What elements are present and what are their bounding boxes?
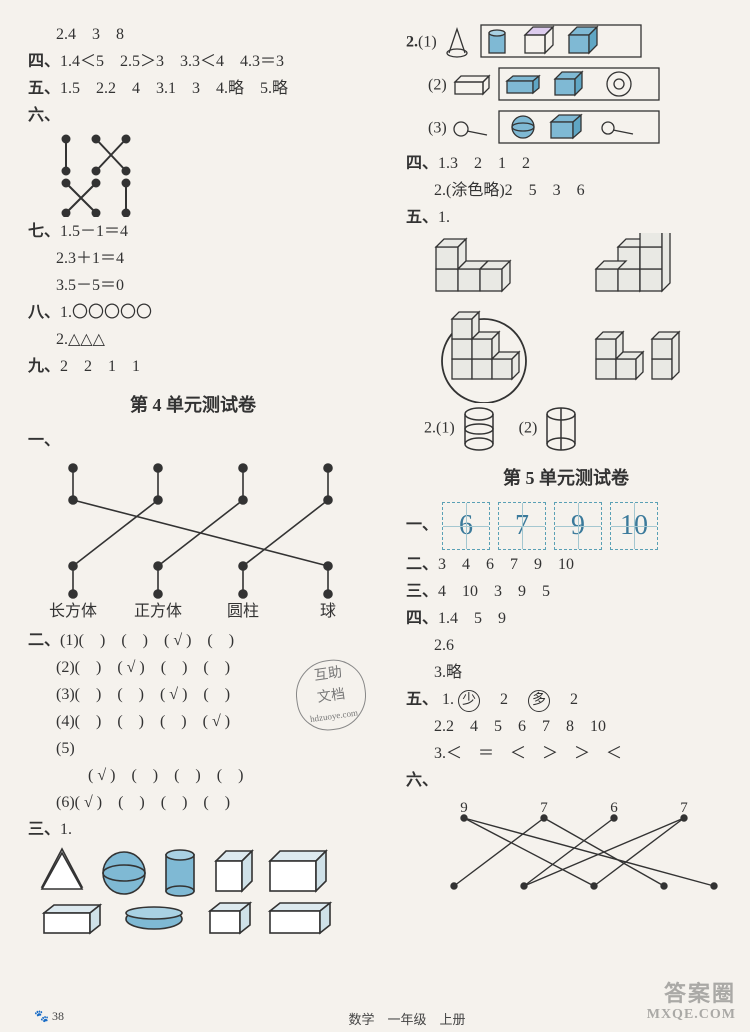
- t: 1.5－1＝4: [60, 223, 128, 240]
- row3-icons: [451, 109, 661, 149]
- label: 九、: [28, 358, 60, 375]
- page-footer: 🐾 38 数学 一年级 上册: [0, 1009, 750, 1028]
- t: 2.6: [434, 637, 454, 654]
- label: 五、: [406, 209, 438, 226]
- t: (1)( ) ( ) ( √ ) ( ): [60, 632, 234, 649]
- row2-icons: [451, 66, 661, 106]
- t: (4)( ) ( ) ( ) ( √ ): [56, 713, 230, 730]
- t: (6)( √ ) ( ) ( ) ( ): [56, 794, 230, 811]
- t: (1): [418, 34, 437, 51]
- t: 2.(1): [424, 420, 455, 437]
- numbox: 6: [442, 502, 490, 550]
- number-network: 9 7 6 7: [424, 796, 724, 896]
- t: 3.略: [434, 664, 462, 681]
- label: 八、: [28, 304, 60, 321]
- label: 七、: [28, 223, 60, 240]
- circled: 多: [528, 690, 550, 712]
- t: (3)( ) ( ) ( √ ) ( ): [56, 686, 230, 703]
- numbox: 10: [610, 502, 658, 550]
- t: 1.3 2 1 2: [438, 155, 530, 172]
- label: 三、: [406, 583, 438, 600]
- label: 四、: [406, 155, 438, 172]
- six-lines-figure: [56, 131, 256, 217]
- label: 五、: [406, 691, 438, 708]
- t: 2.4 3 8: [56, 26, 124, 43]
- svg-text:7: 7: [540, 800, 548, 816]
- unit4-title: 第 4 单元测试卷: [28, 391, 358, 417]
- numbox: 9: [554, 502, 602, 550]
- label: 四、: [28, 53, 60, 70]
- t: 1.4＜5 2.5＞3 3.3＜4 4.3＝3: [60, 53, 284, 70]
- t: 2.2 4 5 6 7 8 10: [434, 718, 606, 735]
- t: 1.4 5 9: [438, 610, 506, 627]
- t: 2 2 1 1: [60, 358, 140, 375]
- shapes-row: [34, 845, 354, 955]
- t: (2)( ) ( √ ) ( ) ( ): [56, 659, 230, 676]
- t: (5): [56, 740, 75, 757]
- unit5-title: 第 5 单元测试卷: [406, 464, 726, 490]
- row1-icons: [441, 23, 651, 63]
- t: 1.〇〇〇〇〇: [60, 304, 152, 321]
- t: 2: [554, 691, 578, 708]
- lbl: 长方体: [49, 602, 97, 620]
- t: (2): [519, 420, 538, 437]
- t: ( √ ) ( ) ( ) ( ): [56, 767, 243, 784]
- t: 3.5－5＝0: [56, 277, 124, 294]
- t: 3.＜ ＝ ＜ ＞ ＞ ＜: [434, 745, 622, 762]
- right-column: 2.(1) (2): [406, 20, 726, 1022]
- t: 3 4 6 7 9 10: [438, 556, 574, 573]
- label: 三、: [28, 821, 60, 838]
- svg-text:7: 7: [680, 800, 688, 816]
- label: 一、: [406, 517, 438, 534]
- lbl: 正方体: [134, 602, 182, 620]
- label: 一、: [28, 432, 60, 449]
- cyl2: [541, 406, 581, 452]
- svg-text:6: 6: [610, 800, 618, 816]
- cyl1: [459, 406, 499, 452]
- t: 1.: [442, 691, 454, 708]
- t: 1.: [60, 821, 72, 838]
- t: (3): [428, 120, 447, 137]
- t: (2): [428, 77, 447, 94]
- left-column: 2.4 3 8 四、1.4＜5 2.5＞3 3.3＜4 4.3＝3 五、1.5 …: [28, 20, 358, 1022]
- svg-text:9: 9: [460, 800, 468, 816]
- numbox: 7: [498, 502, 546, 550]
- label: 六、: [28, 107, 60, 124]
- label: 2.: [406, 34, 418, 51]
- t: 2: [484, 691, 524, 708]
- label: 四、: [406, 610, 438, 627]
- t: 2.(涂色略)2 5 3 6: [434, 182, 585, 199]
- circled: 少: [458, 690, 480, 712]
- t: 1.5 2.2 4 3.1 3 4.略 5.略: [60, 80, 288, 97]
- t: 1.: [438, 209, 450, 226]
- shape-match-figure: 长方体 正方体 圆柱 球: [28, 456, 358, 626]
- cube-groups: [426, 233, 726, 403]
- lbl: 圆柱: [227, 602, 259, 620]
- lbl: 球: [320, 602, 336, 620]
- label: 二、: [28, 632, 60, 649]
- t: 2.△△△: [56, 331, 105, 348]
- t: 2.3＋1＝4: [56, 250, 124, 267]
- t: 4 10 3 9 5: [438, 583, 550, 600]
- label: 六、: [406, 772, 438, 789]
- label: 五、: [28, 80, 60, 97]
- label: 二、: [406, 556, 438, 573]
